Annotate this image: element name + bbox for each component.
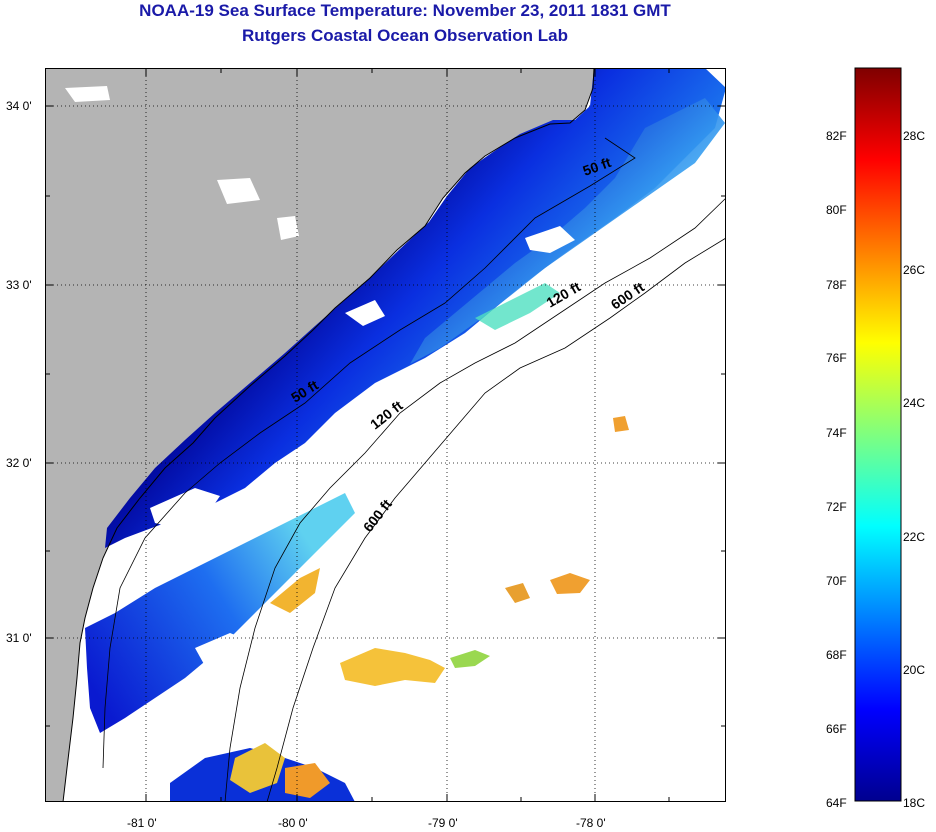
warm-cluster-5 <box>613 416 629 432</box>
cloud-patch-1 <box>150 488 220 528</box>
warm-patch-south <box>270 568 320 613</box>
cloud-patch-4 <box>525 226 575 253</box>
south-corner-warm-2 <box>285 763 330 798</box>
sst-swath-north-offshore <box>410 98 725 364</box>
south-corner-warm <box>230 743 285 793</box>
lon-label-81: -81 0' <box>127 816 157 830</box>
land-cloud-3 <box>65 86 110 102</box>
isobath-120ft <box>224 197 726 802</box>
lat-label-34: 34 0' <box>6 99 32 113</box>
coastline <box>62 68 595 802</box>
map-frame <box>45 68 726 802</box>
colorbar-c-24: 24C <box>903 396 926 410</box>
colorbar-f-70: 70F <box>826 574 847 588</box>
lat-label-32: 32 0' <box>6 456 32 470</box>
colorbar-f-64: 64F <box>826 796 847 810</box>
land-cloud-1 <box>277 216 299 240</box>
lat-label-33: 33 0' <box>6 278 32 292</box>
land <box>45 68 594 802</box>
colorbar-c-28: 28C <box>903 129 926 143</box>
lon-label-78: -78 0' <box>576 816 606 830</box>
colorbar-f-66: 66F <box>826 722 847 736</box>
lon-label-80: -80 0' <box>278 816 308 830</box>
colorbar-c-22: 22C <box>903 530 926 544</box>
land-cloud-2 <box>217 178 260 204</box>
temperature-colorbar <box>854 67 902 802</box>
isobath-600ft <box>266 237 726 802</box>
cloud-patch-5 <box>195 633 255 666</box>
graticule <box>45 68 726 802</box>
colorbar-f-76: 76F <box>826 351 847 365</box>
cloud-patch-2 <box>325 463 365 480</box>
colorbar-f-82: 82F <box>826 129 847 143</box>
colorbar-f-74: 74F <box>826 426 847 440</box>
colorbar-f-78: 78F <box>826 278 847 292</box>
colorbar-c-18: 18C <box>903 796 926 810</box>
lat-label-31: 31 0' <box>6 631 32 645</box>
map-subtitle: Rutgers Coastal Ocean Observation Lab <box>242 26 568 45</box>
warm-patch-north <box>475 283 560 330</box>
map-title: NOAA-19 Sea Surface Temperature: Novembe… <box>139 1 671 20</box>
warm-cluster-1 <box>340 648 445 686</box>
sst-swath-north <box>105 68 726 548</box>
isobath-50ft <box>102 137 636 769</box>
warm-cluster-4 <box>505 583 530 603</box>
sst-map: 50 ft 50 ft 120 ft 120 ft 600 ft 600 ft <box>45 68 726 802</box>
colorbar-c-26: 26C <box>903 263 926 277</box>
colorbar-f-72: 72F <box>826 500 847 514</box>
colorbar-c-20: 20C <box>903 663 926 677</box>
warm-cluster-2 <box>450 650 490 668</box>
frame-ticks <box>45 68 726 802</box>
colorbar-f-68: 68F <box>826 648 847 662</box>
warm-cluster-3 <box>550 573 590 594</box>
sst-swath-south <box>85 493 355 733</box>
colorbar-f-80: 80F <box>826 203 847 217</box>
lon-label-79: -79 0' <box>428 816 458 830</box>
colorbar-fill <box>854 67 902 802</box>
cloud-patch-3 <box>345 300 385 326</box>
